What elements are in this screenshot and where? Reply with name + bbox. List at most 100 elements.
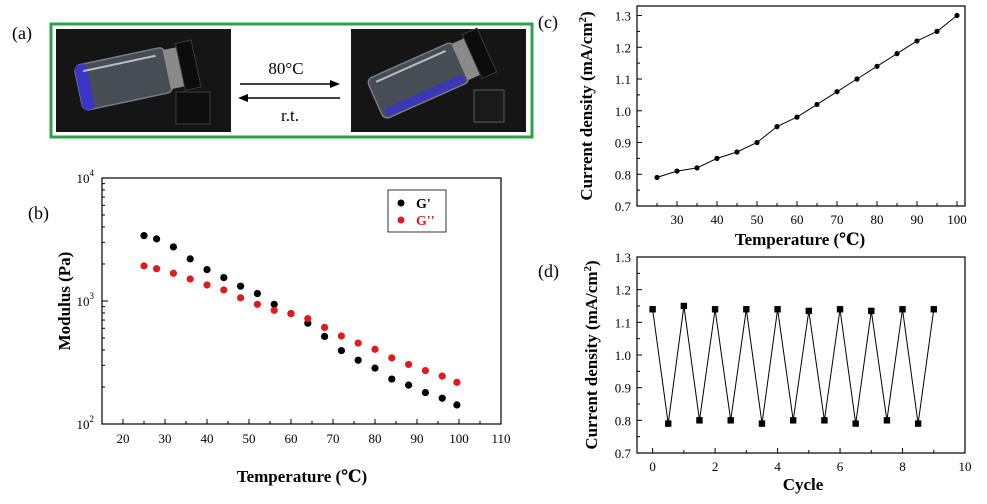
chart-c-ylabel: Current density (mA/cm2) (577, 11, 596, 200)
chart-b-point-gprime (354, 356, 362, 364)
chart-b-point-gprime (438, 394, 446, 402)
chart-b-point-gdoubleprime (287, 309, 295, 318)
chart-c-point (794, 114, 800, 120)
chart-b-point-gdoubleprime (270, 306, 278, 314)
chart-d-point (774, 306, 781, 313)
chart-d-ytick-label: 1.1 (615, 315, 631, 330)
chart-c-ytick-label: 0.7 (615, 199, 632, 214)
legend-marker-gdoubleprime (397, 216, 405, 224)
chart-c-ytick-label: 1.2 (615, 40, 631, 55)
chart-b-point-gdoubleprime (421, 366, 429, 375)
chart-c-point (694, 165, 700, 171)
chart-d-point (649, 306, 656, 313)
chart-c-point (754, 139, 760, 146)
chart-b-xtick-label: 80 (369, 431, 382, 446)
chart-b-xtick-label: 30 (159, 431, 172, 446)
chart-b-point-gdoubleprime (186, 275, 194, 283)
chart-b-point-gprime (421, 389, 429, 397)
chart-b-point-gdoubleprime (203, 281, 211, 289)
chart-b-point-gdoubleprime (237, 294, 245, 302)
chart-b-point-gdoubleprime (253, 300, 261, 308)
chart-d-point (883, 417, 891, 424)
panel-label-b: (b) (28, 203, 49, 224)
chart-d-point (868, 307, 875, 315)
chart-c-xtick-label: 50 (751, 212, 764, 227)
chart-c-point (654, 174, 660, 181)
chart-d-point (930, 306, 937, 313)
chart-d-point (680, 302, 688, 310)
chart-c-point (814, 101, 820, 108)
chart-d-xtick-label: 10 (959, 459, 972, 474)
chart-b-xtick-label: 20 (117, 431, 130, 446)
chart-b-xtick-label: 100 (449, 431, 469, 446)
chart-b-xtick-label: 110 (491, 431, 510, 446)
chart-d-point (758, 420, 766, 427)
chart-b-point-gdoubleprime (438, 372, 446, 380)
chart-b-point-gdoubleprime (388, 354, 396, 362)
chart-d-point (914, 420, 922, 427)
chart-d-ytick-label: 0.8 (615, 413, 631, 428)
chart-d-ytick-label: 1.3 (615, 250, 631, 265)
chart-d-xlabel: Cycle (783, 475, 824, 494)
chart-d-xtick-label: 6 (837, 459, 844, 474)
chart-b-point-gprime (186, 255, 194, 263)
chart-c-point (834, 89, 840, 95)
chart-b-xtick-label: 90 (411, 431, 424, 446)
chart-c-xtick-label: 70 (831, 212, 844, 227)
chart-c-point (854, 76, 860, 82)
panel-label-a: (a) (12, 23, 32, 44)
chart-b-point-gdoubleprime (405, 360, 413, 369)
chart-b-xtick-label: 70 (327, 431, 340, 446)
chart-b-point-gdoubleprime (140, 262, 148, 270)
reverse-label: r.t. (281, 106, 299, 125)
chart-b-point-gprime (371, 364, 379, 372)
chart-c-ytick-label: 1.3 (615, 9, 631, 24)
panel-label-d: (d) (538, 261, 559, 282)
chart-b-point-gprime (270, 300, 278, 308)
chart-b-point-gdoubleprime (153, 265, 161, 273)
chart-b-point-gdoubleprime (371, 345, 379, 353)
chart-b-xlabel: Temperature (℃) (237, 467, 367, 486)
chart-b-ylabel: Modulus (Pa) (55, 252, 74, 351)
chart-c-ytick-label: 1.0 (615, 104, 631, 119)
chart-b-point-gprime (453, 401, 461, 409)
chart-b-point-gprime (169, 243, 177, 251)
chart-b-point-gdoubleprime (453, 378, 461, 386)
chart-b-point-gprime (220, 273, 228, 282)
chart-b-xtick-label: 40 (201, 431, 214, 446)
chart-c-xtick-label: 30 (671, 212, 684, 227)
chart-c-point (774, 124, 780, 130)
chart-c-ytick-label: 1.1 (615, 72, 631, 87)
legend-label-gdoubleprime: G'' (416, 214, 435, 229)
chart-c-point (674, 168, 680, 174)
chart-b-point-gprime (388, 375, 396, 383)
chart-c-series-line (656, 15, 958, 178)
chart-c-point (874, 63, 880, 69)
chart-b-point-gdoubleprime (304, 314, 312, 323)
chart-b-point-gprime (253, 289, 261, 298)
chart-c-xtick-label: 40 (711, 212, 724, 227)
chart-c-ytick-label: 0.9 (615, 136, 631, 151)
chart-b-point-gdoubleprime (220, 286, 228, 294)
chart-b-point-gprime (153, 235, 161, 243)
chart-b-point-gprime (337, 347, 345, 355)
chart-b-point-gprime (237, 282, 245, 290)
photo-sol-state (351, 27, 526, 132)
chart-b-ytick-label: 103 (77, 291, 95, 309)
chart-c-point (734, 149, 740, 155)
chart-d-xtick-label: 2 (712, 459, 719, 474)
chart-d-point (696, 417, 703, 424)
chart-c: 30 40 50 60 70 80 90 100 0.70.80.91.01.11.21.3 … (577, 5, 967, 249)
chart-d-xtick-label: 8 (899, 459, 906, 474)
chart-b-xtick-label: 60 (285, 431, 298, 446)
chart-b-legend: G' G'' (387, 189, 447, 233)
chart-b-point-gdoubleprime (354, 339, 362, 347)
chart-d-point (836, 306, 844, 313)
chart-c-point (714, 155, 720, 161)
chart-d-point (727, 417, 734, 424)
chart-d-point (711, 306, 719, 313)
chart-b-point-gdoubleprime (337, 332, 345, 340)
chart-d-point (821, 417, 828, 424)
chart-b-point-gprime (321, 332, 329, 341)
chart-d-point (743, 306, 750, 313)
